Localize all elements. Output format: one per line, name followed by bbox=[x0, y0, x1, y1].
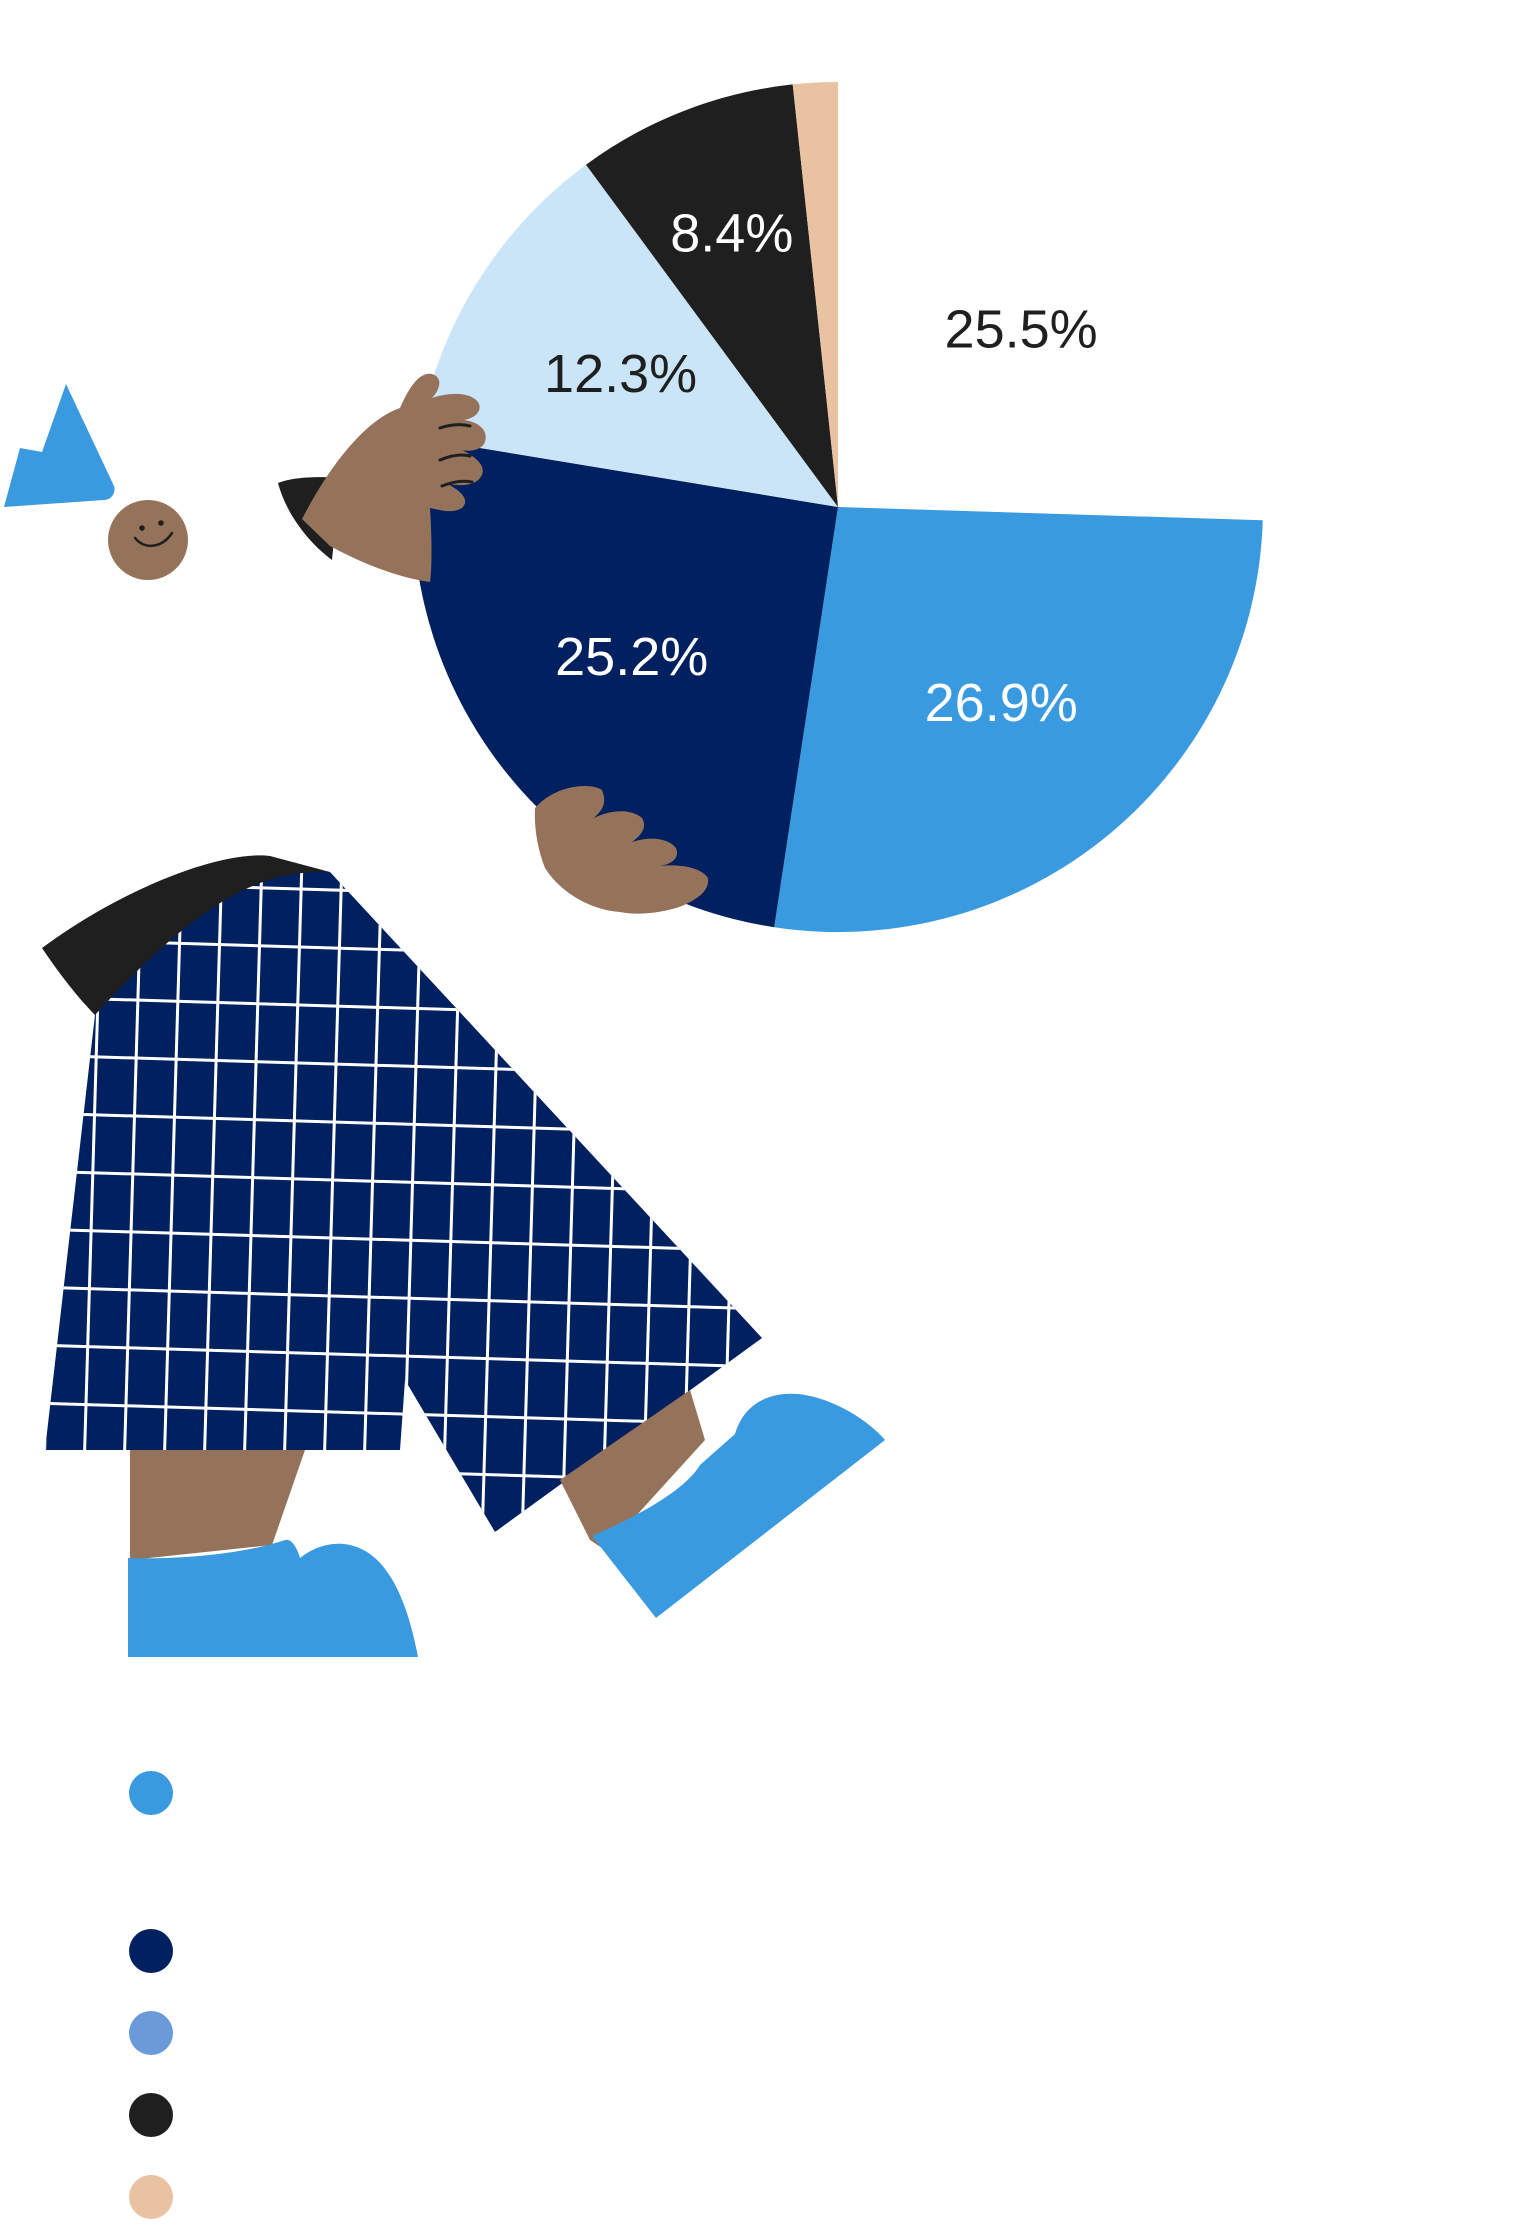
slice-percent-label: 8.4% bbox=[670, 204, 793, 264]
pie-slice bbox=[774, 507, 1263, 933]
slice-percent-label: 12.3% bbox=[544, 344, 697, 404]
top-hand bbox=[302, 373, 486, 582]
pie-slice bbox=[792, 81, 838, 507]
legend-swatch bbox=[129, 2011, 173, 2055]
right-shoe bbox=[592, 1393, 885, 1618]
skirt-grid-line bbox=[280, 871, 304, 1532]
skirt-grid-line bbox=[120, 871, 144, 1532]
pie-slice bbox=[413, 437, 838, 928]
legend-swatch bbox=[129, 1771, 173, 1815]
left-eye bbox=[139, 525, 145, 531]
pie-slice bbox=[586, 84, 838, 508]
slice-percent-label: 25.5% bbox=[945, 300, 1098, 360]
pie-chart: 25.5% 26.9% 25.2% 12.3% 8.4% bbox=[413, 81, 1264, 933]
finger-line-1 bbox=[438, 423, 472, 430]
right-eye bbox=[158, 520, 164, 526]
legend-swatch bbox=[129, 2175, 173, 2219]
skirt-grid-line bbox=[360, 871, 384, 1532]
left-leg bbox=[130, 1450, 305, 1560]
skirt-grid-line bbox=[320, 871, 344, 1532]
bottom-hand bbox=[534, 785, 709, 914]
legend-swatch bbox=[129, 1929, 173, 1973]
pie-slice bbox=[838, 82, 1264, 521]
skirt-grid-line bbox=[200, 871, 224, 1532]
plaid-skirt bbox=[45, 871, 762, 1532]
person-illustration bbox=[4, 373, 885, 1657]
skirt-grid-line bbox=[45, 1226, 762, 1254]
slice-percent-label: 25.2% bbox=[555, 627, 708, 687]
finger-line-3 bbox=[440, 479, 474, 488]
legend-swatch bbox=[129, 2093, 173, 2137]
skirt-grid-line bbox=[45, 1342, 762, 1370]
hair-bow bbox=[4, 384, 115, 507]
skirt-grid-line bbox=[45, 1284, 762, 1312]
left-shoe bbox=[128, 1539, 418, 1657]
smile bbox=[133, 531, 174, 547]
chart-legend bbox=[129, 1771, 173, 2219]
head bbox=[108, 500, 188, 580]
skirt-grid-line bbox=[240, 871, 264, 1532]
right-leg bbox=[560, 1390, 705, 1550]
finger-line-2 bbox=[438, 453, 472, 462]
slice-percent-label: 26.9% bbox=[925, 673, 1078, 733]
skirt-grid-line bbox=[160, 871, 184, 1532]
pie-slice bbox=[418, 164, 838, 507]
